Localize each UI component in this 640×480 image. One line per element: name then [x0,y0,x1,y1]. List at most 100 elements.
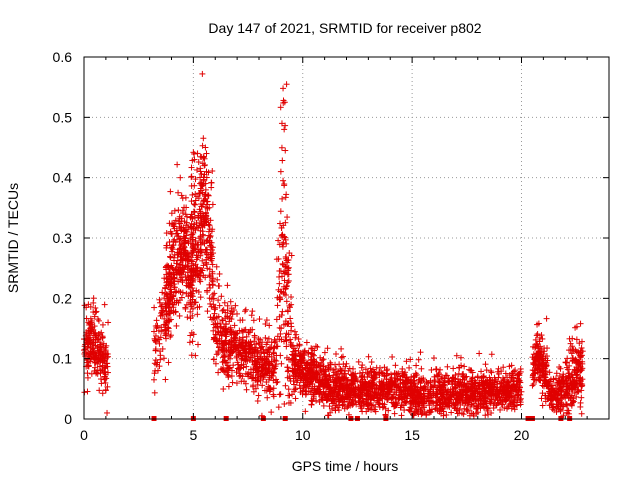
data-point [220,386,227,393]
data-point [85,362,92,369]
data-point [165,317,172,324]
data-point [543,315,550,322]
data-point [376,364,383,371]
data-point [89,324,96,331]
data-point [152,337,159,344]
data-point [285,392,292,399]
data-point [224,282,231,289]
data-point [204,308,211,315]
data-point [99,321,106,328]
data-point [249,308,256,315]
data-point [175,299,182,306]
data-point [178,192,185,199]
data-point [268,409,275,416]
data-point [325,412,332,419]
data-point [181,204,188,211]
data-point [270,385,277,392]
data-point [194,150,201,157]
data-point [406,364,413,371]
data-point [204,288,211,295]
data-point [178,294,185,301]
data-point [182,252,189,259]
data-point [178,215,185,222]
data-point [320,402,327,409]
data-point [187,315,194,322]
data-point [163,275,170,282]
data-point [303,339,310,346]
data-point [284,214,291,221]
data-point [166,300,173,307]
data-point [95,336,102,343]
data-point [437,366,444,373]
data-point [94,370,101,377]
data-point [188,220,195,227]
data-point [188,282,195,289]
data-point [151,370,158,377]
data-point [233,310,240,317]
data-point [476,350,483,357]
data-point [338,354,345,361]
data-point [205,228,212,235]
data-point [95,317,102,324]
data-point [262,320,269,327]
data-point [192,237,199,244]
data-point [165,359,172,366]
data-point [216,270,223,277]
y-tick-label: 0 [64,411,72,427]
data-point [209,261,216,268]
data-point [101,301,108,308]
data-point [172,217,179,224]
data-point [182,237,189,244]
data-point [166,239,173,246]
data-point [203,246,210,253]
data-point [248,312,255,319]
data-point [207,232,214,239]
data-point [188,257,195,264]
data-point [174,161,181,168]
data-point [283,81,290,88]
data-point [254,397,261,404]
data-point [234,365,241,372]
data-point [86,330,93,337]
data-point [179,195,186,202]
data-point [243,386,250,393]
data-point [413,362,420,369]
data-point [161,315,168,322]
data-point [539,402,546,409]
data-point [392,362,399,369]
data-point [184,314,191,321]
data-point [194,341,201,348]
data-point [398,412,405,419]
data-point [281,126,288,133]
data-point [163,242,170,249]
data-point [186,339,193,346]
data-point [288,293,295,300]
data-point [280,177,287,184]
data-point [168,230,175,237]
data-point [167,276,174,283]
data-point [308,401,315,408]
data-point [285,386,292,393]
y-tick-label: 0.5 [53,109,73,125]
data-point [83,336,90,343]
data-point [206,281,213,288]
data-point [282,147,289,154]
x-tick-label: 10 [295,427,311,443]
data-point [577,320,584,327]
data-point [98,329,105,336]
data-point [162,376,169,383]
data-point [281,400,288,407]
data-point [96,387,103,394]
data-point [200,262,207,269]
data-point [90,337,97,344]
data-point [324,345,331,352]
data-point [158,324,165,331]
data-point [209,168,216,175]
data-points [81,70,586,419]
data-point [482,361,489,368]
data-point [177,245,184,252]
data-point [209,268,216,275]
data-point [197,201,204,208]
data-point [192,197,199,204]
data-point [278,144,285,151]
